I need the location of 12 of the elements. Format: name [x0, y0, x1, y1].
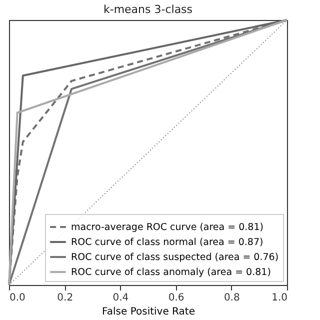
x-tick-label: 0.6	[168, 292, 184, 304]
x-tick-label: 0.4	[112, 292, 129, 304]
x-axis-title: False Positive Rate	[102, 306, 195, 318]
x-tick-label: 0.2	[57, 292, 74, 304]
x-tick-label: 0.0	[10, 292, 26, 304]
x-tick-label: 1.0	[272, 292, 288, 304]
x-tick-label: 0.8	[224, 292, 240, 304]
chart-title: k-means 3-class	[103, 3, 193, 16]
legend-label: ROC curve of class suspected (area = 0.76)	[71, 252, 279, 263]
legend-label: macro-average ROC curve (area = 0.81)	[71, 222, 264, 233]
legend-label: ROC curve of class anomaly (area = 0.81)	[71, 267, 271, 278]
legend-label: ROC curve of class normal (area = 0.87)	[71, 237, 264, 248]
